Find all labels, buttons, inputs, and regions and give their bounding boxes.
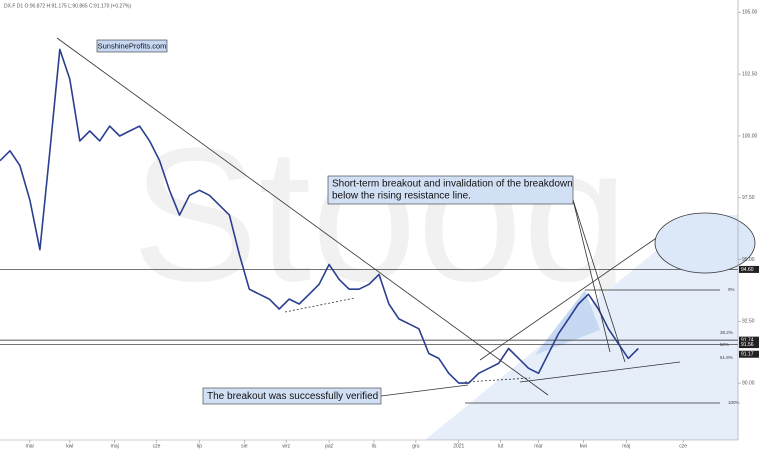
y-tick-label: 100.00 — [742, 133, 758, 139]
x-tick-label: lip — [197, 443, 202, 449]
x-tick-label: sie — [241, 443, 248, 449]
fib-label: 100% — [728, 400, 740, 405]
trendlines — [56, 37, 720, 404]
x-tick-label: maj — [111, 443, 119, 449]
y-tick-label: 90.00 — [742, 380, 755, 386]
annotation: below the rising resistance line. — [332, 191, 471, 202]
fib-label: 0% — [728, 287, 735, 292]
x-tick-label: kwi — [580, 443, 587, 449]
pointer — [572, 199, 626, 363]
annotation-box — [327, 175, 574, 205]
pointer — [380, 384, 469, 397]
price-tag — [739, 336, 759, 344]
fib-label: 61.8% — [720, 355, 733, 360]
y-tick-label: 102.50 — [742, 71, 758, 77]
fib-label: 50% — [720, 342, 729, 347]
x-tick-label: gru — [412, 443, 419, 449]
annotation: Short-term breakout and invalidation of … — [332, 179, 573, 190]
price-tag — [739, 350, 759, 358]
x-tick-label: paź — [325, 443, 334, 449]
y-tick-label: 95.00 — [742, 257, 755, 263]
annotation-box — [202, 387, 382, 405]
y-tick-label: 105.00 — [742, 10, 758, 16]
brand: SunshineProfits.com — [98, 41, 167, 50]
x-tick-label: maj — [622, 443, 630, 449]
header: DX.F D1 O:90.872 H:91.175 L:90.865 C:91.… — [4, 3, 131, 9]
x-tick-label: lis — [372, 443, 377, 449]
x-tick-label: mar — [534, 443, 543, 449]
y-tick-label: 97.50 — [742, 195, 755, 201]
fib-label: 38.2% — [720, 330, 733, 335]
x-tick-label: 2021 — [453, 443, 464, 449]
x-tick-label: cze — [153, 443, 161, 449]
rising-resistance — [479, 231, 666, 361]
support-line — [519, 361, 681, 383]
annotation: The breakout was successfully verified — [207, 391, 378, 402]
price-tag — [739, 265, 759, 273]
x-tick-label: mar — [26, 443, 35, 449]
watermark: Stooq — [132, 109, 629, 321]
dashed-line — [464, 377, 531, 383]
pointer — [572, 199, 611, 353]
x-tick-label: wrz — [282, 443, 290, 449]
price-tag-label: 91.17 — [741, 352, 754, 358]
price-tag-label: 94.60 — [741, 267, 754, 273]
brand-box — [96, 39, 168, 53]
target-ellipse — [654, 212, 756, 274]
downtrend-line — [56, 37, 549, 396]
price-line — [0, 48, 639, 384]
x-tick-label: kwi — [66, 443, 73, 449]
x-tick-label: lut — [498, 443, 504, 449]
price-tag-label: 91.56 — [741, 342, 754, 348]
y-tick-label: 92.50 — [742, 319, 755, 325]
triangle-area — [535, 290, 600, 355]
price-tag-label: 91.74 — [741, 337, 754, 343]
price-tag — [739, 341, 759, 349]
x-tick-label: cze — [679, 443, 687, 449]
